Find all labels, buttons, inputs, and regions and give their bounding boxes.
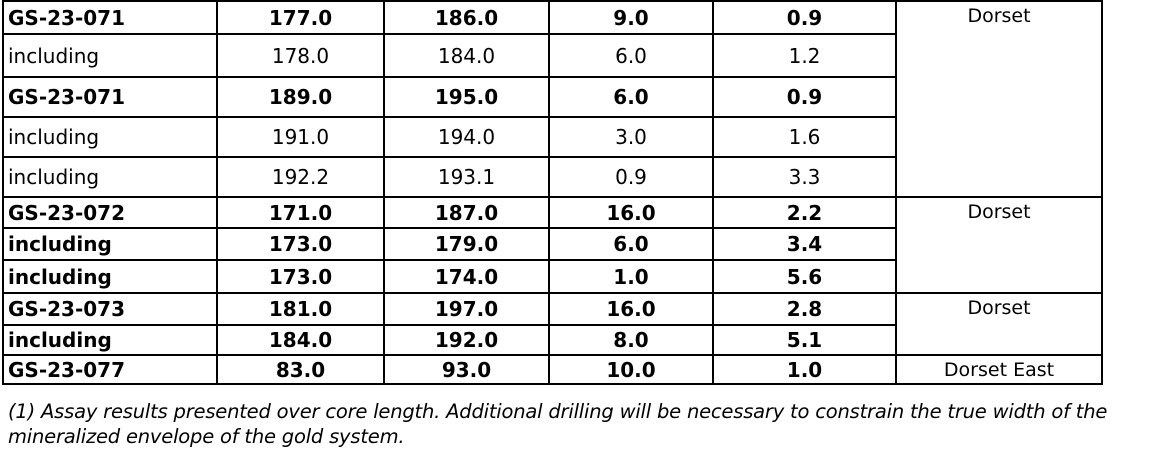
length-cell: 9.0 (548, 0, 714, 35)
length-cell: 3.0 (548, 116, 714, 158)
length-cell: 0.9 (548, 156, 714, 198)
length-cell: 8.0 (548, 324, 714, 356)
grade-cell: 5.6 (712, 259, 897, 294)
hole-id-cell: GS-23-071 (2, 76, 218, 118)
to-cell: 192.0 (383, 324, 550, 356)
from-cell: 173.0 (216, 227, 385, 261)
table-row: including 178.0 184.0 6.0 1.2 (2, 33, 1102, 78)
table-row: including 192.2 193.1 0.9 3.3 (2, 156, 1102, 198)
table-row: including 184.0 192.0 8.0 5.1 (2, 324, 1102, 356)
grade-cell: 3.3 (712, 156, 897, 198)
table-row: GS-23-073 181.0 197.0 16.0 2.8 Dorset (2, 292, 1103, 356)
to-cell: 179.0 (383, 227, 550, 261)
grade-cell: 0.9 (712, 0, 897, 35)
from-cell: 191.0 (216, 116, 385, 158)
table-row: GS-23-071 189.0 195.0 6.0 0.9 (2, 76, 1102, 118)
hole-id-cell: including (2, 156, 218, 198)
hole-id-cell: including (2, 259, 218, 294)
grade-cell: 1.6 (712, 116, 897, 158)
table-row: including 173.0 179.0 6.0 3.4 (2, 227, 1102, 261)
to-cell: 186.0 (383, 0, 550, 35)
table-row: GS-23-077 83.0 93.0 10.0 1.0 Dorset East (2, 354, 1103, 385)
table-row: including 173.0 174.0 1.0 5.6 (2, 259, 1102, 294)
table-row: GS-23-072 171.0 187.0 16.0 2.2 Dorset (2, 196, 1103, 294)
to-cell: 197.0 (383, 292, 550, 326)
length-cell: 1.0 (548, 259, 714, 294)
from-cell: 171.0 (216, 196, 385, 229)
from-cell: 192.2 (216, 156, 385, 198)
to-cell: 187.0 (383, 196, 550, 229)
grade-cell: 2.2 (712, 196, 897, 229)
from-cell: 178.0 (216, 33, 385, 78)
to-cell: 184.0 (383, 33, 550, 78)
hole-id-cell: including (2, 33, 218, 78)
to-cell: 93.0 (383, 354, 550, 385)
length-cell: 6.0 (548, 33, 714, 78)
from-cell: 181.0 (216, 292, 385, 326)
hole-id-cell: including (2, 324, 218, 356)
from-cell: 173.0 (216, 259, 385, 294)
length-cell: 10.0 (548, 354, 714, 385)
assay-results-table: GS-23-071 177.0 186.0 9.0 0.9 Dorset including… (2, 0, 1103, 385)
from-cell: 177.0 (216, 0, 385, 35)
hole-id-cell: GS-23-072 (2, 196, 218, 229)
table-row: GS-23-071 177.0 186.0 9.0 0.9 Dorset (2, 0, 1103, 198)
hole-id-cell: including (2, 227, 218, 261)
zone-cell: Dorset East (895, 354, 1103, 385)
to-cell: 193.1 (383, 156, 550, 198)
zone-cell: Dorset (895, 196, 1103, 294)
zone-cell: Dorset (895, 0, 1103, 198)
from-cell: 189.0 (216, 76, 385, 118)
grade-cell: 2.8 (712, 292, 897, 326)
to-cell: 194.0 (383, 116, 550, 158)
grade-cell: 1.0 (712, 354, 897, 385)
footnote-text: (1) Assay results presented over core le… (8, 400, 1108, 448)
to-cell: 174.0 (383, 259, 550, 294)
grade-cell: 5.1 (712, 324, 897, 356)
from-cell: 83.0 (216, 354, 385, 385)
length-cell: 16.0 (548, 292, 714, 326)
hole-id-cell: GS-23-077 (2, 354, 218, 385)
hole-id-cell: GS-23-071 (2, 0, 218, 35)
to-cell: 195.0 (383, 76, 550, 118)
length-cell: 16.0 (548, 196, 714, 229)
grade-cell: 1.2 (712, 33, 897, 78)
length-cell: 6.0 (548, 227, 714, 261)
length-cell: 6.0 (548, 76, 714, 118)
hole-id-cell: GS-23-073 (2, 292, 218, 326)
zone-cell: Dorset (895, 292, 1103, 356)
grade-cell: 0.9 (712, 76, 897, 118)
table-row: including 191.0 194.0 3.0 1.6 (2, 116, 1102, 158)
grade-cell: 3.4 (712, 227, 897, 261)
from-cell: 184.0 (216, 324, 385, 356)
hole-id-cell: including (2, 116, 218, 158)
